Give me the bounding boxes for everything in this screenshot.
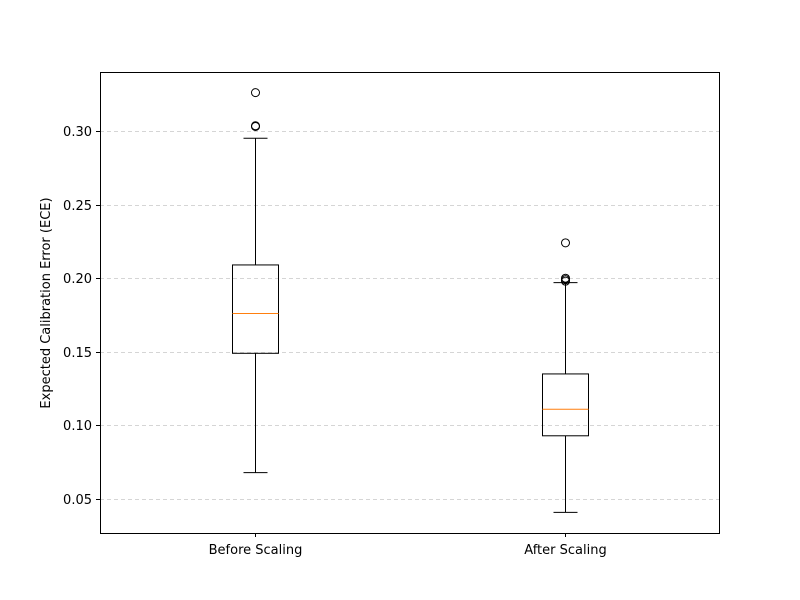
box-after-scaling [542,238,589,513]
outlier-point [251,88,260,98]
outlier-point [561,238,570,248]
y-axis-label: Expected Calibration Error (ECE) [39,197,54,408]
y-tick-label: 0.25 [63,199,92,214]
y-tick-label: 0.30 [63,125,92,140]
iqr-box [232,264,279,354]
outlier-point [251,121,260,131]
y-tick-label: 0.05 [63,493,92,508]
axis-ticks: 0.05 0.10 0.15 0.20 0.25 0.30 Before Scaling Af… [63,125,607,558]
plot-frame [100,72,720,534]
x-tick-label: After Scaling [524,543,606,558]
boxes [232,88,589,513]
x-tick-label: Before Scaling [209,543,303,558]
grid-lines [100,131,720,500]
outlier-point [561,273,570,283]
box-before-scaling [232,88,279,474]
y-tick-label: 0.15 [63,346,92,361]
y-tick-label: 0.10 [63,419,92,434]
iqr-box [542,373,589,437]
y-tick-label: 0.20 [63,272,92,287]
